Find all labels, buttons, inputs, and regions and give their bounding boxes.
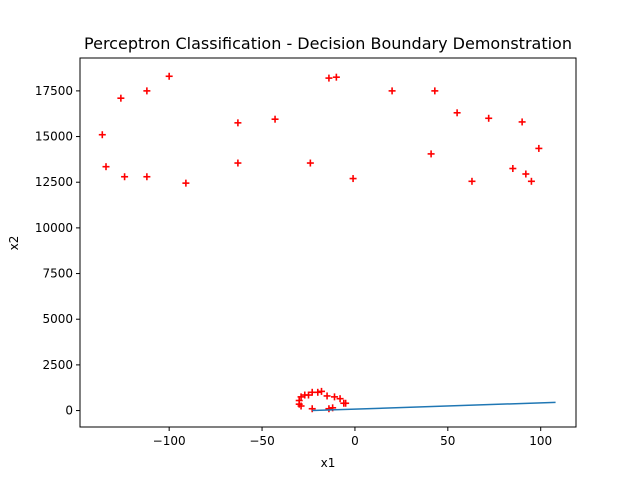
y-tick-label: 5000 bbox=[42, 312, 73, 326]
y-tick-label: 0 bbox=[65, 404, 73, 418]
data-point bbox=[522, 170, 530, 178]
data-point bbox=[308, 405, 316, 413]
data-point bbox=[317, 387, 325, 395]
y-tick-label: 7500 bbox=[42, 267, 73, 281]
data-point bbox=[342, 399, 350, 407]
data-point bbox=[271, 115, 279, 123]
y-tick-label: 12500 bbox=[35, 175, 73, 189]
data-point bbox=[297, 402, 305, 410]
x-tick-label: 100 bbox=[529, 434, 552, 448]
data-point bbox=[306, 159, 314, 167]
chart-title: Perceptron Classification - Decision Bou… bbox=[84, 34, 572, 53]
data-point bbox=[143, 87, 151, 95]
data-point bbox=[325, 74, 333, 82]
decision-boundary-line bbox=[312, 401, 556, 412]
data-point bbox=[165, 72, 173, 80]
data-point bbox=[314, 388, 322, 396]
data-point bbox=[453, 109, 461, 117]
data-point bbox=[509, 165, 517, 173]
data-point bbox=[102, 163, 110, 171]
data-point bbox=[349, 175, 357, 183]
data-point bbox=[234, 159, 242, 167]
data-point bbox=[431, 87, 439, 95]
data-point bbox=[98, 131, 106, 139]
data-point bbox=[121, 173, 129, 181]
data-point bbox=[468, 177, 476, 185]
y-tick-label: 17500 bbox=[35, 84, 73, 98]
y-tick-label: 15000 bbox=[35, 130, 73, 144]
data-point bbox=[297, 393, 305, 401]
x-tick-label: 50 bbox=[440, 434, 455, 448]
x-tick-label: −50 bbox=[249, 434, 274, 448]
data-point bbox=[332, 73, 340, 81]
data-point bbox=[336, 395, 344, 403]
axes-frame bbox=[79, 57, 577, 428]
data-point bbox=[143, 173, 151, 181]
y-axis-label: x2 bbox=[7, 236, 21, 251]
x-tick-label: −100 bbox=[153, 434, 186, 448]
x-tick-label: 0 bbox=[351, 434, 359, 448]
y-tick-label: 10000 bbox=[35, 221, 73, 235]
data-point bbox=[304, 391, 312, 399]
plot-area: −100 −50 0 50 100 0 2500 5000 7500 10000 12500 1500… bbox=[35, 57, 577, 448]
data-point bbox=[388, 87, 396, 95]
data-point bbox=[331, 393, 339, 401]
data-point bbox=[182, 179, 190, 187]
data-point bbox=[427, 150, 435, 158]
y-tick-label: 2500 bbox=[42, 358, 73, 372]
x-axis-label: x1 bbox=[321, 456, 336, 470]
data-point bbox=[485, 114, 493, 122]
data-point bbox=[527, 177, 535, 185]
data-point bbox=[323, 392, 331, 400]
data-point bbox=[518, 118, 526, 126]
data-point bbox=[535, 144, 543, 152]
data-point bbox=[117, 94, 125, 102]
data-point bbox=[234, 119, 242, 127]
data-point bbox=[325, 405, 333, 413]
